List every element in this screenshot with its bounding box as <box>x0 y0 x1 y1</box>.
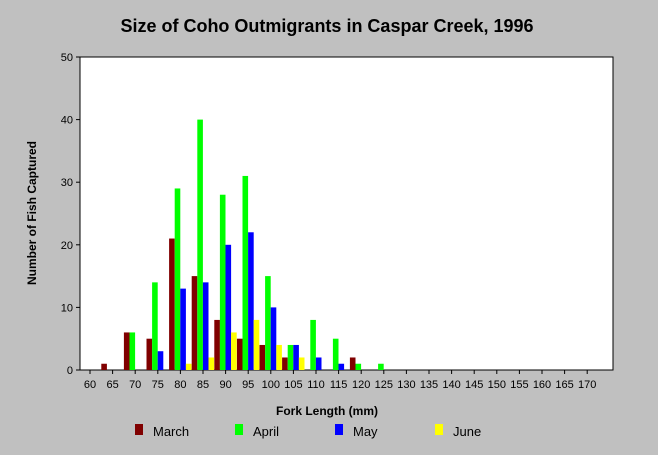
bar-may-95 <box>248 232 254 370</box>
legend-label-june: June <box>453 424 481 439</box>
legend-label-may: May <box>353 424 378 439</box>
bar-april-100 <box>265 276 271 370</box>
x-tick-label: 155 <box>510 379 528 391</box>
bar-march-100 <box>259 344 266 370</box>
bar-march-85 <box>191 276 198 370</box>
legend-swatch-march <box>135 424 143 435</box>
y-axis-label: Number of Fish Captured <box>25 141 39 285</box>
y-tick-label: 50 <box>61 52 73 64</box>
x-tick-label: 105 <box>284 379 302 391</box>
x-tick-label: 110 <box>307 379 325 391</box>
bar-june-100 <box>276 344 282 370</box>
bar-may-105 <box>293 344 299 370</box>
bar-march-70 <box>123 332 130 370</box>
bar-may-85 <box>202 282 209 370</box>
x-tick-label: 80 <box>174 379 186 391</box>
bar-may-100 <box>270 307 277 370</box>
legend-swatch-april <box>235 424 243 435</box>
x-tick-label: 145 <box>465 379 483 391</box>
legend: March April May June <box>135 424 481 439</box>
bar-march-95 <box>236 338 243 370</box>
y-tick-label: 0 <box>67 365 73 377</box>
bar-april-115 <box>332 338 339 370</box>
bar-may-80 <box>180 288 186 370</box>
bar-june-85 <box>208 357 215 370</box>
bar-march-75 <box>146 338 153 370</box>
y-tick-label: 40 <box>61 115 73 127</box>
x-tick-label: 135 <box>420 379 438 391</box>
x-axis-label: Fork Length (mm) <box>276 404 378 418</box>
bar-april-85 <box>197 119 203 370</box>
x-tick-label: 100 <box>262 379 280 391</box>
bar-april-90 <box>219 194 226 370</box>
bar-april-75 <box>152 282 158 370</box>
bar-april-125 <box>378 363 384 370</box>
x-tick-label: 65 <box>106 379 118 391</box>
x-tick-label: 115 <box>330 379 348 391</box>
bar-june-95 <box>253 319 260 370</box>
x-tick-label: 85 <box>197 379 209 391</box>
bar-april-120 <box>355 363 362 370</box>
y-tick-label: 20 <box>61 240 73 252</box>
legend-label-april: April <box>253 424 279 439</box>
bar-april-70 <box>129 332 136 370</box>
plot-area <box>79 56 614 371</box>
x-axis-ticks: 60 65 70 75 80 85 90 95 100 105 110 115 120 125 130 135… <box>84 370 596 391</box>
y-axis-ticks: 0 10 20 30 40 50 <box>61 52 80 377</box>
bar-april-80 <box>174 188 181 370</box>
legend-label-march: March <box>153 424 189 439</box>
x-tick-label: 130 <box>397 379 415 391</box>
bar-june-105 <box>298 357 305 370</box>
bar-may-90 <box>225 244 232 370</box>
x-tick-label: 170 <box>578 379 596 391</box>
x-tick-label: 95 <box>242 379 254 391</box>
x-tick-label: 165 <box>555 379 573 391</box>
x-tick-label: 60 <box>84 379 96 391</box>
bar-march-65 <box>101 363 107 370</box>
bar-march-120 <box>349 357 356 370</box>
legend-swatch-may <box>335 424 343 435</box>
x-tick-label: 70 <box>129 379 141 391</box>
legend-swatch-june <box>435 424 443 435</box>
x-tick-label: 125 <box>375 379 393 391</box>
bar-may-115 <box>338 363 345 370</box>
y-tick-label: 30 <box>61 177 73 189</box>
bar-may-110 <box>315 357 322 370</box>
bars-group <box>101 119 384 370</box>
bar-april-105 <box>287 344 294 370</box>
bar-may-75 <box>157 351 164 370</box>
chart-title: Size of Coho Outmigrants in Caspar Creek… <box>120 16 533 36</box>
bar-june-80 <box>185 363 192 370</box>
bar-march-90 <box>214 319 220 370</box>
x-tick-label: 150 <box>488 379 506 391</box>
x-tick-label: 160 <box>533 379 551 391</box>
x-tick-label: 75 <box>152 379 164 391</box>
x-tick-label: 140 <box>442 379 460 391</box>
x-tick-label: 90 <box>219 379 231 391</box>
x-tick-label: 120 <box>352 379 370 391</box>
bar-april-95 <box>242 175 249 370</box>
bar-april-110 <box>310 319 316 370</box>
bar-june-90 <box>231 332 237 370</box>
bar-march-105 <box>282 357 288 370</box>
bar-march-80 <box>169 238 175 370</box>
y-tick-label: 10 <box>61 302 73 314</box>
